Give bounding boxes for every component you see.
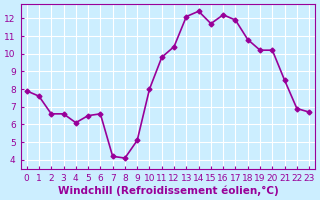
X-axis label: Windchill (Refroidissement éolien,°C): Windchill (Refroidissement éolien,°C) bbox=[58, 185, 278, 196]
